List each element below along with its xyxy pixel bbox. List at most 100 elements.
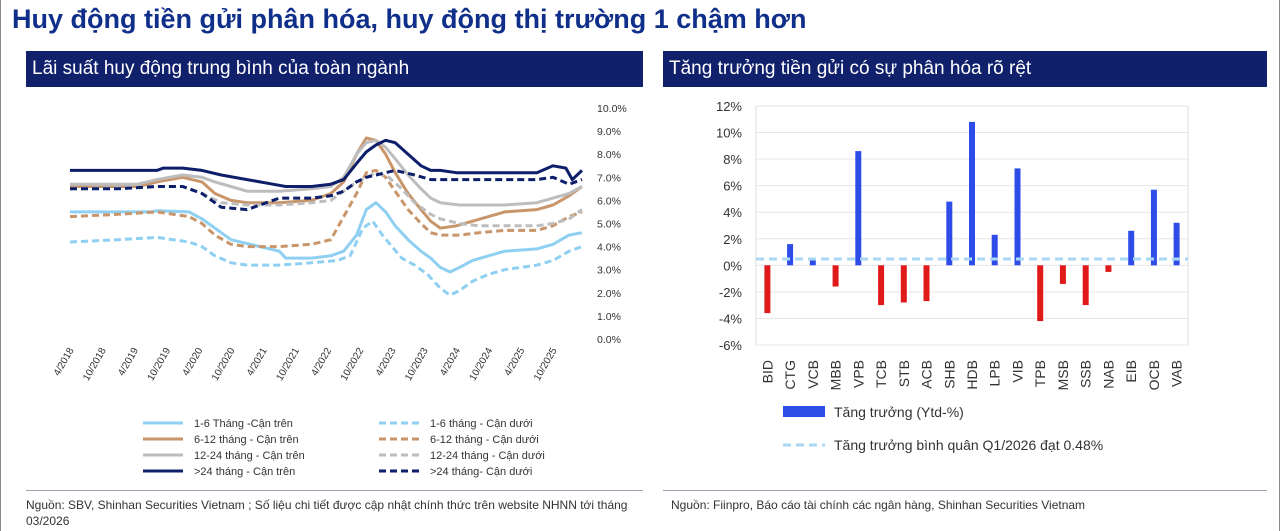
right-y-tick-label: -2% [719,285,743,300]
bar-vab [1173,222,1180,266]
left-series-line-4 [70,138,583,207]
right-x-tick-label: VAB [1169,360,1185,387]
bar-ssb [1082,265,1089,306]
left-y-tick-label: 9.0% [597,126,621,138]
bar-ocb [1150,189,1157,266]
left-legend-label-4: 12-24 tháng - Cận trên [194,450,305,462]
bar-vcb [809,260,816,266]
right-x-tick-label: EIB [1123,360,1139,383]
left-legend-label-1: 1-6 tháng - Cận dưới [430,418,533,430]
left-x-tick-label: 10/2021 [274,346,302,383]
right-x-tick-label: TCB [873,360,889,388]
left-x-tick-label: 4/2025 [503,346,528,378]
bar-msb [1059,265,1066,284]
right-panel-title: Tăng trưởng tiền gửi có sự phân hóa rõ r… [663,51,1267,87]
bar-ctg [787,244,794,266]
right-x-tick-label: OCB [1146,360,1162,390]
left-y-tick-label: 5.0% [597,219,621,231]
left-panel-title: Lãi suất huy động trung bình của toàn ng… [26,51,643,87]
left-y-tick-label: 1.0% [597,311,621,323]
bar-hdb [969,121,975,266]
bar-tcb [878,265,885,306]
left-x-tick-label: 4/2021 [245,346,270,378]
left-x-tick-label: 4/2023 [374,346,399,378]
left-series-line-1 [69,219,583,297]
left-x-tick-label: 4/2020 [181,346,206,378]
right-x-tick-label: BID [759,360,775,383]
right-x-tick-label: LPB [987,360,1003,386]
left-y-tick-label: 7.0% [597,172,621,184]
left-series-line-7 [70,168,583,212]
left-x-tick-label: 4/2022 [309,346,334,378]
left-y-tick-label: 3.0% [597,265,621,277]
left-series-line-0 [70,201,583,274]
bar-lpb [991,234,998,266]
page-title: Huy động tiền gửi phân hóa, huy động thị… [12,4,807,34]
bar-shb [946,201,953,266]
left-y-tick-label: 0.0% [597,334,621,346]
right-x-tick-label: VPB [850,360,866,388]
right-y-tick-label: 8% [723,152,742,167]
right-y-tick-label: 0% [723,258,742,273]
left-x-tick-label: 10/2023 [403,346,431,383]
left-y-tick-label: 10.0% [597,103,627,115]
left-x-tick-label: 4/2018 [52,346,77,378]
left-series-line-6 [70,138,584,188]
left-y-tick-label: 2.0% [597,288,621,300]
bar-eib [1128,230,1135,266]
left-legend-label-3: 6-12 tháng - Cận dưới [430,434,539,446]
left-source-divider [26,490,643,491]
bar-nab [1105,265,1112,272]
right-legend-label-average: Tăng trưởng bình quân Q1/2026 đạt 0.48% [834,437,1103,453]
left-x-tick-label: 4/2019 [116,346,141,378]
bar-bid [764,265,771,314]
left-y-tick-label: 6.0% [597,195,621,207]
left-y-tick-label: 8.0% [597,149,621,161]
right-y-tick-label: 2% [723,232,742,247]
right-source-note: Nguồn: Fiinpro, Báo cáo tài chính các ng… [671,498,1086,512]
left-series-line-5 [69,171,583,228]
left-legend-label-0: 1-6 Tháng -Cận trên [194,418,293,430]
left-x-tick-label: 10/2025 [532,346,560,383]
right-y-tick-label: 10% [716,126,742,141]
left-y-tick-label: 4.0% [597,242,621,254]
right-legend-swatch-bar [783,406,825,417]
right-y-tick-label: 12% [716,99,742,114]
right-y-tick-label: -6% [719,338,743,353]
left-edge-line [0,0,1,531]
bar-acb [923,265,930,302]
bar-mbb [832,265,839,287]
right-x-tick-label: MBB [828,360,844,390]
left-legend-label-2: 6-12 tháng - Cận trên [194,434,299,446]
right-x-tick-label: NAB [1100,360,1116,389]
left-legend-label-7: >24 tháng- Cận dưới [430,466,532,478]
right-x-tick-label: CTG [782,360,798,390]
right-x-tick-label: SHB [941,360,957,389]
right-legend-label-bar: Tăng trưởng (Ytd-%) [834,404,964,420]
left-x-tick-label: 10/2024 [468,346,496,383]
left-x-tick-label: 10/2019 [146,346,174,383]
bar-vpb [855,151,862,266]
right-x-tick-label: VIB [1009,360,1025,383]
right-x-tick-label: SSB [1078,360,1094,388]
right-x-tick-label: ACB [919,360,935,389]
left-x-tick-label: 4/2024 [438,346,463,378]
left-legend-label-6: >24 tháng - Cận trên [194,466,295,478]
bar-vib [1014,168,1021,266]
left-source-note: Nguồn: SBV, Shinhan Securities Vietnam ;… [26,498,628,528]
right-x-tick-label: STB [896,360,912,387]
right-x-tick-label: VCB [805,360,821,389]
right-x-tick-label: HDB [964,360,980,390]
left-x-tick-label: 10/2022 [339,346,367,383]
right-source-divider [663,490,1267,491]
left-x-tick-label: 10/2020 [210,346,238,383]
left-series-line-3 [69,168,583,249]
left-legend-label-5: 12-24 tháng - Cận dưới [430,450,545,462]
left-x-tick-label: 10/2018 [81,346,109,383]
bar-tpb [1037,265,1044,322]
bar-stb [900,265,907,303]
right-y-tick-label: -4% [719,311,743,326]
right-y-tick-label: 4% [723,205,742,220]
right-x-tick-label: MSB [1055,360,1071,390]
